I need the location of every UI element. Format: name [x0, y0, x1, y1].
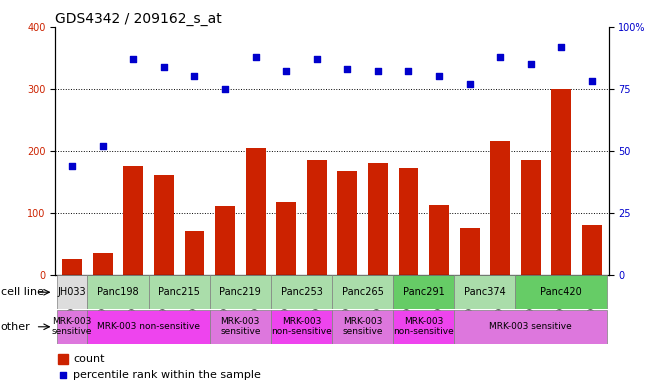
Text: Panc265: Panc265	[342, 287, 383, 297]
Text: MRK-003
sensitive: MRK-003 sensitive	[52, 318, 92, 336]
Point	[434, 73, 444, 79]
Bar	[393, 275, 454, 309]
Text: MRK-003
non-sensitive: MRK-003 non-sensitive	[393, 318, 454, 336]
Point	[67, 162, 77, 169]
Bar	[210, 275, 271, 309]
Bar	[93, 253, 113, 275]
Text: MRK-003
sensitive: MRK-003 sensitive	[342, 318, 383, 336]
Point	[189, 73, 200, 79]
Point	[312, 56, 322, 62]
Bar	[521, 160, 541, 275]
Text: Panc420: Panc420	[540, 287, 582, 297]
Point	[397, 285, 408, 291]
Point	[281, 68, 292, 74]
Point	[342, 66, 352, 72]
Point	[128, 56, 139, 62]
Bar	[57, 310, 87, 344]
Point	[495, 53, 505, 60]
Bar	[87, 310, 210, 344]
Text: cell line: cell line	[1, 287, 44, 297]
Bar	[516, 275, 607, 309]
Bar	[454, 275, 516, 309]
Point	[587, 78, 597, 84]
Text: MRK-003 sensitive: MRK-003 sensitive	[490, 322, 572, 331]
Bar	[58, 354, 68, 364]
Bar	[57, 275, 87, 309]
Bar	[276, 202, 296, 275]
Text: Panc198: Panc198	[97, 287, 139, 297]
Point	[403, 68, 413, 74]
Bar	[332, 275, 393, 309]
Bar	[123, 166, 143, 275]
Bar	[271, 310, 332, 344]
Bar	[393, 310, 454, 344]
Bar	[245, 147, 266, 275]
Text: Panc215: Panc215	[158, 287, 200, 297]
Text: Panc253: Panc253	[281, 287, 322, 297]
Point	[220, 86, 230, 92]
Bar	[368, 163, 388, 275]
Point	[556, 44, 566, 50]
Text: MRK-003
non-sensitive: MRK-003 non-sensitive	[271, 318, 332, 336]
Bar	[490, 141, 510, 275]
Bar	[271, 275, 332, 309]
Bar	[307, 160, 327, 275]
Bar	[62, 259, 82, 275]
Text: GDS4342 / 209162_s_at: GDS4342 / 209162_s_at	[55, 12, 222, 26]
Bar	[184, 231, 204, 275]
Text: Panc291: Panc291	[403, 287, 445, 297]
Text: count: count	[73, 354, 105, 364]
Text: MRK-003
sensitive: MRK-003 sensitive	[220, 318, 260, 336]
Bar	[154, 175, 174, 275]
Bar	[87, 275, 148, 309]
Text: percentile rank within the sample: percentile rank within the sample	[73, 370, 261, 381]
Point	[159, 63, 169, 70]
Bar	[582, 225, 602, 275]
Text: Panc374: Panc374	[464, 287, 506, 297]
Bar	[210, 310, 271, 344]
Bar	[332, 310, 393, 344]
Bar	[429, 205, 449, 275]
Bar	[215, 207, 235, 275]
Text: Panc219: Panc219	[219, 287, 261, 297]
Point	[464, 81, 475, 87]
Bar	[148, 275, 210, 309]
Point	[372, 68, 383, 74]
Point	[251, 53, 261, 60]
Text: JH033: JH033	[58, 287, 87, 297]
Bar	[460, 228, 480, 275]
Text: other: other	[1, 322, 31, 332]
Text: MRK-003 non-sensitive: MRK-003 non-sensitive	[97, 322, 200, 331]
Bar	[454, 310, 607, 344]
Point	[98, 143, 108, 149]
Bar	[398, 168, 419, 275]
Point	[525, 61, 536, 67]
Bar	[551, 89, 571, 275]
Bar	[337, 170, 357, 275]
